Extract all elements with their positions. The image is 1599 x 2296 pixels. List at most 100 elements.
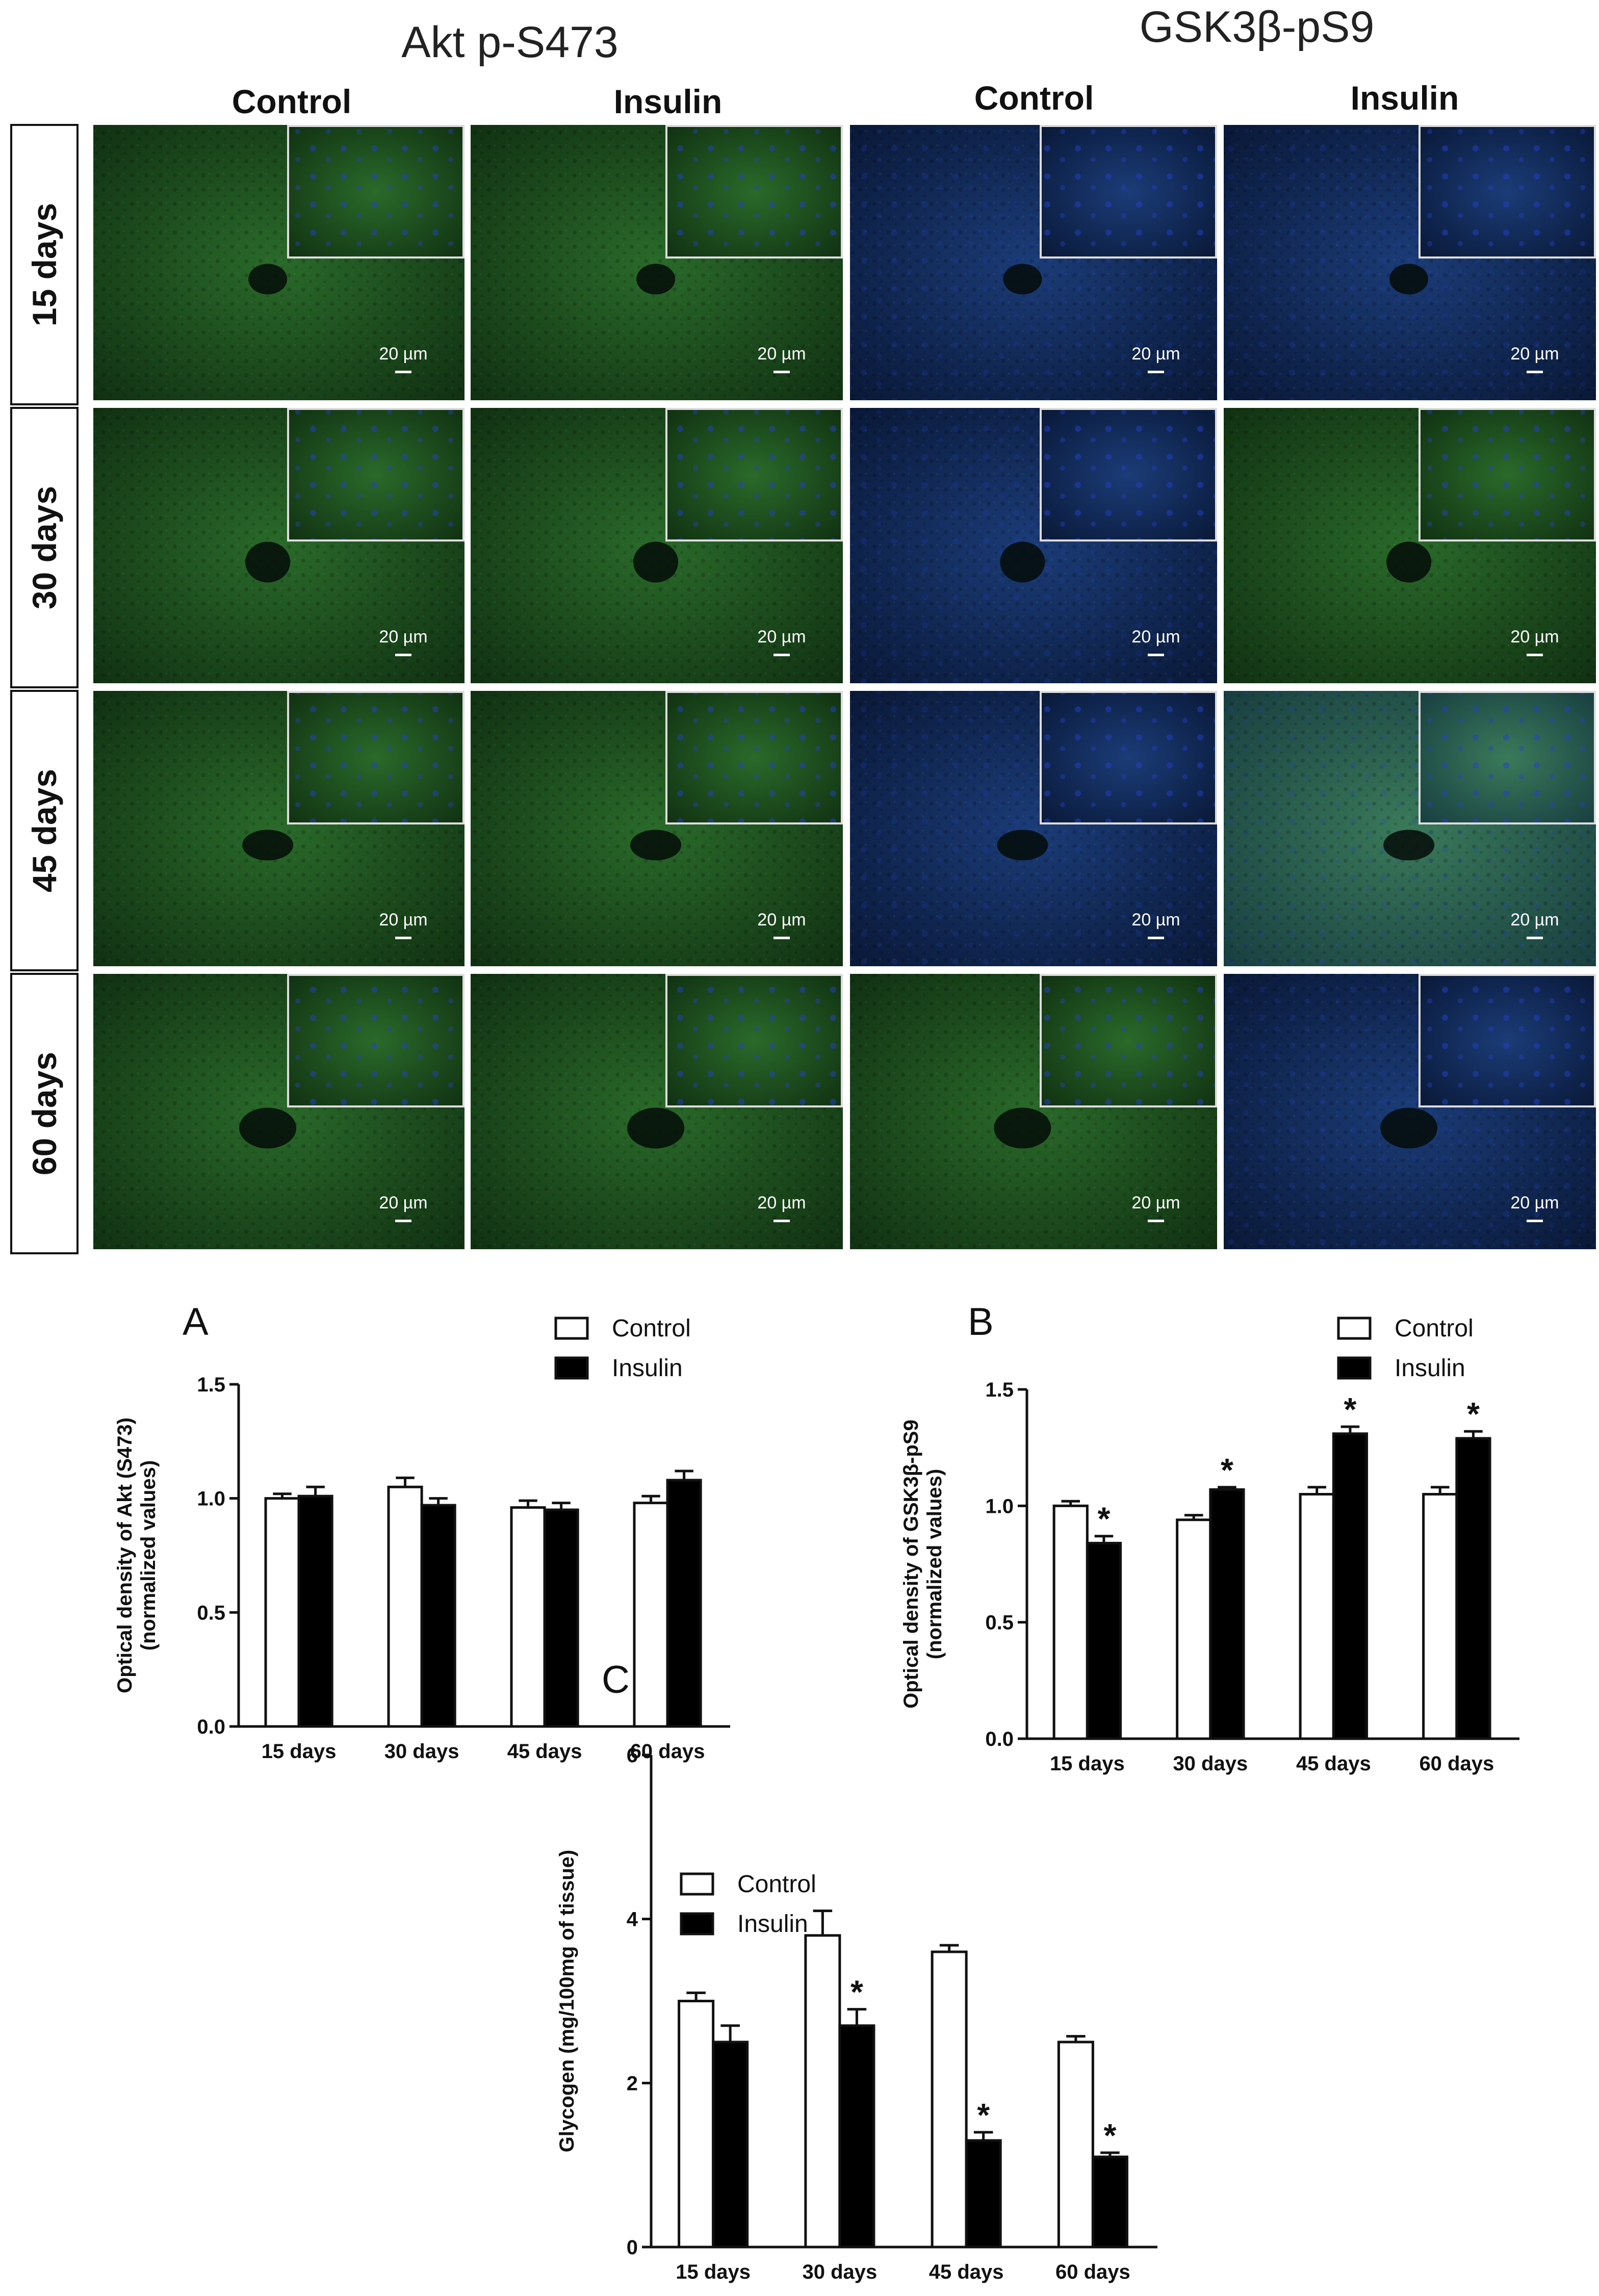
legend-label-control: Control — [612, 1315, 691, 1342]
y-tick-label: 1.0 — [197, 1488, 225, 1510]
significance-marker: * — [1097, 1501, 1110, 1537]
bar-group: * 60 days — [1055, 2035, 1130, 2283]
micrograph-akt-insulin-15-days: 20 µm — [471, 125, 843, 400]
bar-group: 15 days — [262, 1485, 337, 1763]
bar-control — [678, 2000, 715, 2249]
bar-insulin — [965, 2139, 1002, 2249]
inset-magnified — [287, 974, 465, 1107]
central-vein — [630, 830, 682, 861]
bar-insulin — [1332, 1432, 1369, 1740]
column-label-akt-insulin: Insulin — [614, 83, 723, 120]
scale-bar — [1148, 937, 1164, 939]
x-tick-label: 45 days — [507, 1740, 582, 1763]
bar-group: 15 days — [676, 1991, 751, 2283]
micrograph-gsk-control-45-days: 20 µm — [850, 691, 1217, 966]
central-vein — [1386, 541, 1432, 583]
scale-bar-label: 20 µm — [1131, 627, 1180, 647]
micrograph-gsk-insulin-30-days: 20 µm — [1224, 408, 1596, 683]
bar-control — [1052, 1504, 1089, 1740]
y-tick-label: 0.5 — [197, 1602, 225, 1624]
bar-control — [1057, 2041, 1094, 2249]
scale-bar-label: 20 µm — [379, 627, 427, 647]
bar-group: 60 days — [630, 1469, 705, 1763]
central-vein — [994, 1107, 1051, 1149]
inset-magnified — [665, 408, 843, 541]
scale-bar — [1148, 1220, 1164, 1222]
central-vein — [1000, 541, 1045, 583]
x-tick-label: 15 days — [262, 1740, 337, 1763]
bar-control — [804, 1934, 841, 2249]
central-vein — [239, 1107, 297, 1149]
scale-bar-label: 20 µm — [757, 344, 806, 364]
svg-text:30 days: 30 days — [25, 486, 63, 609]
inset-magnified — [1040, 974, 1217, 1107]
bar-insulin — [297, 1494, 333, 1728]
significance-marker: * — [1467, 1396, 1480, 1432]
micrograph-gsk-insulin-60-days: 20 µm — [1224, 974, 1596, 1249]
scale-bar-label: 20 µm — [1131, 910, 1180, 930]
scale-bar — [395, 371, 411, 373]
charts: A 0.0 0.5 1.0 1.5 Optical density of Akt (S47… — [114, 1300, 1519, 2283]
micrograph-akt-control-30-days: 20 µm — [93, 408, 465, 683]
svg-text:60 days: 60 days — [25, 1052, 63, 1175]
scale-bar-label: 20 µm — [1131, 344, 1180, 364]
column-label-gsk-control: Control — [974, 79, 1094, 117]
svg-text:15 days: 15 days — [25, 203, 63, 326]
scale-bar-label: 20 µm — [757, 910, 806, 930]
row-label-60-days: 60 days — [10, 973, 79, 1254]
bar-group: 30 days — [384, 1476, 459, 1763]
x-tick-label: 30 days — [1173, 1752, 1248, 1775]
central-vein — [242, 830, 294, 861]
x-tick-label: 15 days — [676, 2261, 751, 2283]
bar-insulin — [1455, 1437, 1491, 1740]
bar-control — [931, 1950, 968, 2249]
micrograph-akt-insulin-60-days: 20 µm — [471, 974, 843, 1249]
scale-bar — [395, 937, 411, 939]
legend: Control Insulin — [680, 1871, 816, 1938]
x-tick-label: 60 days — [630, 1740, 705, 1763]
micrograph-gsk-control-30-days: 20 µm — [850, 408, 1217, 683]
central-vein — [636, 264, 676, 295]
micrograph-gsk-insulin-15-days: 20 µm — [1224, 125, 1596, 400]
central-vein — [1003, 264, 1042, 295]
panel-letter: A — [183, 1300, 209, 1344]
scale-bar-label: 20 µm — [1510, 627, 1559, 647]
bar-group: * 45 days — [929, 1944, 1004, 2283]
y-tick-label: 4 — [627, 1908, 638, 1931]
inset-magnified — [1040, 691, 1217, 824]
scale-bar — [1527, 937, 1543, 939]
row-label-30-days: 30 days — [10, 407, 79, 688]
y-tick-label: 0.5 — [985, 1612, 1014, 1634]
bar-group: * 45 days — [1296, 1391, 1371, 1775]
micrograph-akt-insulin-45-days: 20 µm — [471, 691, 843, 966]
legend-swatch-insulin — [1337, 1356, 1372, 1380]
legend-swatch-control — [554, 1317, 589, 1340]
column-label-gsk-insulin: Insulin — [1351, 79, 1459, 117]
scale-bar-label: 20 µm — [757, 1193, 806, 1213]
y-tick-label: 6 — [627, 1744, 638, 1767]
scale-bar-label: 20 µm — [379, 344, 427, 364]
x-tick-label: 60 days — [1055, 2261, 1130, 2283]
bar-group: 45 days — [507, 1499, 582, 1763]
central-vein — [245, 541, 291, 583]
y-axis-label: Glycogen (mg/100mg of tissue) — [556, 1850, 578, 2152]
bar-chart-c: C 0 2 4 6 Glycogen (mg/100mg of tissue) 15 day… — [556, 1658, 1157, 2283]
scale-bar — [395, 1220, 411, 1222]
bar-insulin — [1086, 1541, 1122, 1740]
micrograph-gsk-control-60-days: 20 µm — [850, 974, 1217, 1249]
column-label-akt-control: Control — [232, 83, 352, 120]
inset-magnified — [287, 408, 465, 541]
scale-bar — [1148, 371, 1164, 373]
bar-control — [1299, 1493, 1335, 1740]
legend-label-insulin: Insulin — [1395, 1355, 1465, 1382]
central-vein — [997, 830, 1048, 861]
central-vein — [633, 541, 679, 583]
bar-insulin — [712, 2041, 749, 2249]
bar-group: * 60 days — [1419, 1396, 1494, 1775]
row-label-45-days: 45 days — [10, 690, 79, 971]
legend-label-control: Control — [1395, 1315, 1474, 1342]
inset-magnified — [1040, 125, 1217, 259]
panel-letter: B — [968, 1300, 994, 1344]
micrograph-akt-control-45-days: 20 µm — [93, 691, 465, 966]
